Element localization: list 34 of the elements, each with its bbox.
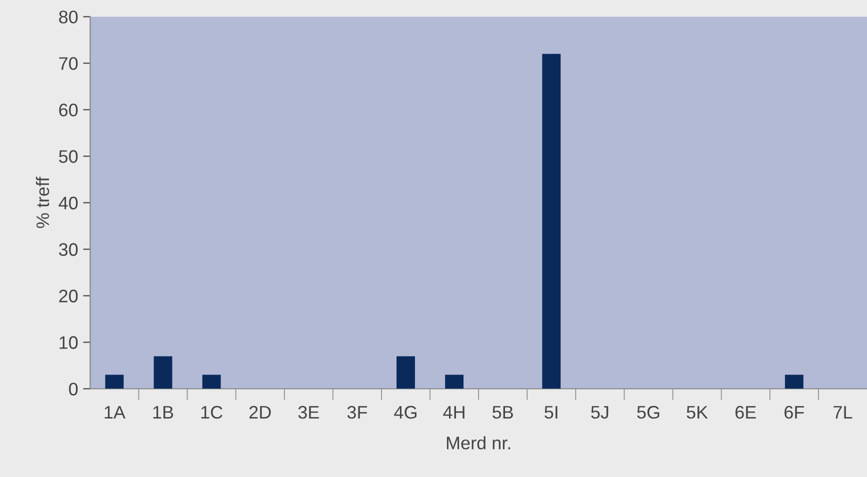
bar: [396, 356, 415, 389]
y-tick-label: 0: [69, 382, 78, 396]
x-tick-label: 1C: [201, 406, 222, 419]
x-tick-label: 5G: [637, 406, 660, 419]
x-tick-label: 5J: [591, 406, 608, 419]
x-tick-label: 5B: [492, 406, 513, 419]
x-tick-label: 6F: [784, 406, 804, 419]
y-tick-label: 40: [58, 196, 78, 210]
y-tick-label: 10: [60, 336, 78, 349]
x-tick-label: 4H: [443, 406, 464, 419]
y-tick-label: 20: [59, 290, 78, 302]
x-tick-label: 4G: [394, 406, 416, 419]
x-axis-title: Merd nr.: [446, 436, 510, 450]
bar: [784, 374, 804, 389]
x-tick-label: 3F: [347, 406, 368, 419]
x-tick-label: 2D: [249, 406, 271, 419]
x-tick-label: 5I: [544, 406, 558, 419]
bar: [202, 374, 221, 389]
y-axis-title: % treff: [36, 176, 50, 228]
x-tick-label: 1A: [104, 406, 126, 419]
bar: [105, 374, 124, 389]
bar: [445, 374, 464, 389]
x-tick-label: 6E: [735, 406, 756, 419]
bar: [542, 54, 561, 389]
x-tick-label: 5K: [686, 406, 708, 419]
y-tick-label: 60: [59, 104, 78, 116]
x-tick-label: 1B: [153, 406, 174, 419]
y-tick-label: 70: [59, 57, 78, 70]
bar: [154, 356, 172, 389]
y-tick-label: 30: [58, 243, 78, 256]
y-tick-label: 80: [59, 10, 78, 24]
y-tick-label: 50: [59, 150, 78, 163]
x-tick-label: 7L: [834, 406, 852, 419]
x-tick-label: 3E: [298, 406, 319, 419]
